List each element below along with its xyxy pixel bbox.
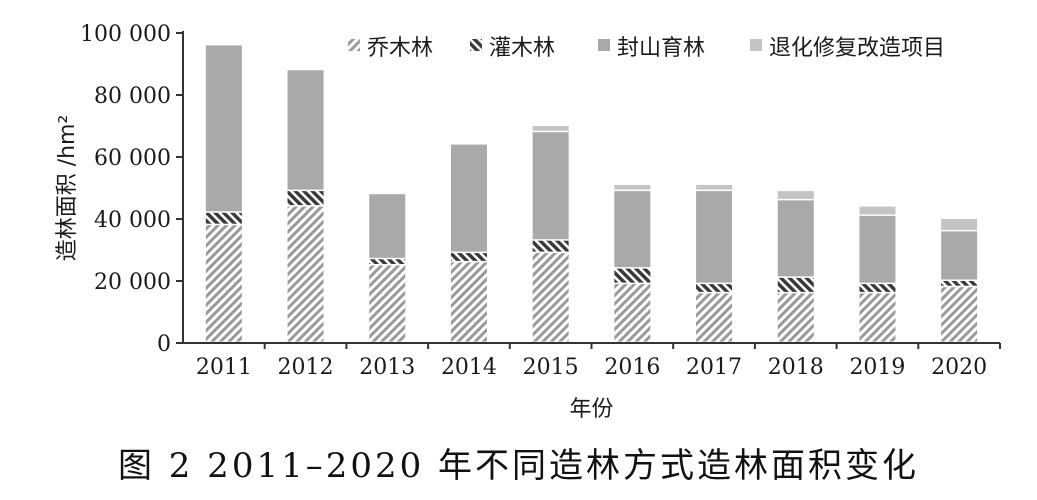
bar-segment-2020-退化修复改造项目 (941, 219, 978, 230)
y-tick-label: 40 000 (94, 208, 171, 233)
bar-segment-2013-灌木林 (369, 259, 406, 264)
x-tick-label: 2012 (278, 355, 334, 380)
legend-label: 乔木林 (367, 36, 433, 61)
legend-swatch (348, 39, 360, 51)
bar-segment-2012-封山育林 (287, 70, 324, 190)
y-tick-label: 0 (157, 332, 171, 357)
bars-group (205, 45, 978, 342)
x-tick-label: 2020 (931, 355, 987, 380)
y-tick-label: 80 000 (94, 84, 171, 109)
x-tick-label: 2017 (686, 355, 742, 380)
y-tick-label: 100 000 (80, 22, 171, 47)
legend-item: 乔木林 (348, 36, 433, 61)
legend-swatch (598, 39, 610, 51)
y-tick-label: 60 000 (94, 146, 171, 171)
stacked-bar-chart: 0 20 000 40 000 60 000 80 000 100 000 2011 2012… (55, 22, 1001, 422)
legend-item: 退化修复改造项目 (750, 36, 945, 61)
x-tick-label: 2011 (196, 355, 252, 380)
bar-segment-2017-灌木林 (696, 284, 733, 292)
bar-segment-2011-乔木林 (205, 225, 242, 342)
bar-segment-2017-封山育林 (696, 191, 733, 283)
legend: 乔木林 灌木林 封山育林 退化修复改造项目 (348, 36, 945, 61)
legend-label: 退化修复改造项目 (769, 36, 945, 61)
bar-segment-2014-乔木林 (450, 262, 487, 342)
bar-segment-2015-灌木林 (532, 240, 569, 252)
bar-segment-2011-灌木林 (205, 212, 242, 224)
bar-segment-2017-乔木林 (696, 293, 733, 342)
bar-segment-2019-封山育林 (859, 215, 896, 283)
bar-segment-2017-退化修复改造项目 (696, 184, 733, 190)
x-tick-label: 2018 (768, 355, 824, 380)
bar-segment-2018-封山育林 (777, 200, 814, 277)
figure-caption: 图 2 2011–2020 年不同造林方式造林面积变化 (117, 446, 920, 486)
bar-segment-2019-灌木林 (859, 284, 896, 292)
bar-segment-2016-封山育林 (614, 191, 651, 268)
bar-segment-2019-退化修复改造项目 (859, 206, 896, 215)
bar-segment-2011-封山育林 (205, 45, 242, 212)
bar-segment-2018-乔木林 (777, 293, 814, 342)
bar-segment-2013-乔木林 (369, 265, 406, 342)
legend-swatch (750, 39, 762, 51)
bar-segment-2013-封山育林 (369, 194, 406, 258)
x-axis-title: 年份 (569, 397, 613, 422)
legend-label: 灌木林 (489, 36, 555, 61)
x-tick-label: 2019 (849, 355, 905, 380)
bar-segment-2014-封山育林 (450, 144, 487, 252)
x-tick-label: 2016 (604, 355, 660, 380)
legend-item: 封山育林 (598, 36, 705, 61)
bar-segment-2015-封山育林 (532, 132, 569, 240)
bar-segment-2016-退化修复改造项目 (614, 184, 651, 190)
bar-segment-2014-灌木林 (450, 253, 487, 261)
bar-segment-2020-封山育林 (941, 231, 978, 280)
legend-label: 封山育林 (617, 36, 705, 61)
bar-segment-2015-乔木林 (532, 253, 569, 342)
x-tick-label: 2014 (441, 355, 497, 380)
legend-swatch (470, 39, 482, 51)
bar-segment-2018-灌木林 (777, 277, 814, 292)
bar-segment-2016-灌木林 (614, 268, 651, 283)
ticks-group: 0 20 000 40 000 60 000 80 000 100 000 2011 2012… (80, 22, 1001, 380)
y-tick-label: 20 000 (94, 270, 171, 295)
bar-segment-2016-乔木林 (614, 284, 651, 342)
y-axis-title: 造林面积 /hm² (55, 115, 80, 262)
bar-segment-2019-乔木林 (859, 293, 896, 342)
bar-segment-2018-退化修复改造项目 (777, 191, 814, 199)
x-tick-label: 2013 (359, 355, 415, 380)
bar-segment-2015-退化修复改造项目 (532, 126, 569, 131)
bar-segment-2012-乔木林 (287, 206, 324, 342)
bar-segment-2012-灌木林 (287, 191, 324, 206)
legend-item: 灌木林 (470, 36, 555, 61)
bar-segment-2020-灌木林 (941, 281, 978, 286)
x-tick-label: 2015 (523, 355, 579, 380)
bar-segment-2020-乔木林 (941, 287, 978, 342)
